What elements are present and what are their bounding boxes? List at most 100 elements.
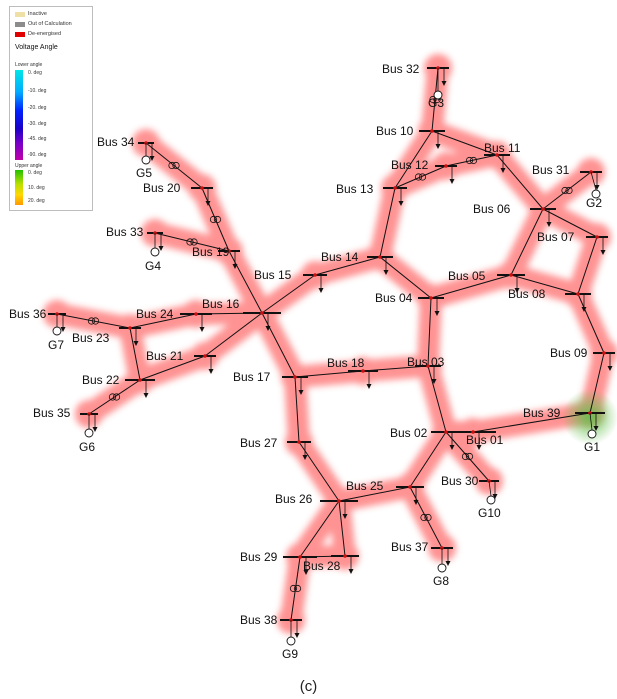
transformer-icon [108,393,121,401]
load-arrow-icon [133,341,139,346]
bus-label: Bus 28 [303,559,341,573]
transformer-branch [445,154,498,167]
line-branch [510,208,544,276]
transformer-winding [429,95,437,104]
generators [52,68,601,646]
bus-node [200,186,204,190]
bus-node [595,235,599,239]
transformer-winding [289,584,298,593]
legend-status-de-energised: De-energised [15,31,61,37]
line-branch [261,312,296,378]
transformer-branch [145,142,203,189]
generator-lead [488,480,492,497]
bus-label: Bus 05 [448,269,486,283]
bus-label: Bus 23 [72,331,110,345]
transmission-lines [56,67,605,621]
bus-label: Bus 02 [390,426,428,440]
bus-label: Bus 25 [346,479,384,493]
bus-label: Bus 16 [202,297,240,311]
bus-node [343,554,347,558]
line-branch [379,256,432,299]
bus-label: Bus 22 [82,373,120,387]
bus-label: Bus 12 [391,158,429,172]
legend-lower-tick: -10. deg [28,88,47,94]
bus-node [576,292,580,296]
load-arrow-icon [445,561,451,566]
bus-node [297,440,301,444]
load-arrow-icon [366,384,372,389]
bus-node [408,485,412,489]
line-branch [299,500,340,558]
generator-icon [84,428,94,438]
line-branch [542,208,598,238]
bus-label: Bus 24 [136,307,174,321]
bus-label: Bus 20 [143,181,181,195]
bus-node [313,273,317,277]
load-arrow-icon [298,390,304,395]
load-arrow-icon [500,168,506,173]
bus-label: Bus 13 [336,182,374,196]
bus-node [444,164,448,168]
bus-node [260,311,264,315]
transformer-branch [201,187,230,252]
figure-caption: (c) [299,678,318,695]
load-arrow-icon [199,327,205,332]
bus-label: Bus 27 [240,436,278,450]
generator-icon [150,247,160,257]
transformer-winding [168,161,176,170]
bus-label: Bus 29 [240,550,278,564]
bus-label: Bus 11 [484,141,521,155]
transformer-winding [424,513,432,522]
load-arrow-icon [449,445,455,450]
load-arrow-icon [205,201,211,206]
bus-label: Bus 06 [473,202,511,216]
bus-label: Bus 36 [9,307,47,321]
load-arrow-icon [294,633,300,638]
bus-label: Bus 26 [275,492,313,506]
line-branch [228,250,263,314]
line-branch [394,130,433,189]
transformer-winding [461,452,470,461]
transformer-winding [414,173,423,181]
generator-lead [589,412,593,431]
bus-node [227,249,231,253]
line-branch [204,312,263,357]
legend-lower-tick: -45. deg [28,136,47,142]
load-arrow-icon [383,270,389,275]
bus-label: Bus 17 [233,370,271,384]
bus-label: Bus 34 [97,135,135,149]
line-branch [139,355,206,381]
bus-node [444,430,448,434]
legend-lower-gradient [15,70,23,160]
bus-node [429,296,433,300]
transformer-icon [465,156,478,165]
load-arrow-icon [476,445,482,450]
line-branch [589,352,605,414]
transformer-icon [209,215,222,224]
bus-node [495,153,499,157]
load-arrow-icon [208,369,214,374]
transformer-icon [186,238,198,246]
load-arrow-icon [441,81,447,86]
generator-icon [141,155,151,165]
bus-labels: Bus 01 Bus 02 Bus 03 Bus 04 Bus 05 Bus 06 Bus … [9,62,602,661]
legend-upper-tick: 20. deg [28,198,45,204]
line-branch [472,412,591,433]
load-arrow-icon [492,494,498,499]
legend-lower-tick: -30. deg [28,121,47,127]
bus-bars [48,66,615,638]
bus-label: Bus 32 [382,62,420,76]
legend-lower-tick: -90. deg [28,152,47,158]
bus-label: Bus 18 [327,356,365,370]
load-arrow-icon [318,288,324,293]
load-arrow-icon [514,288,520,293]
bus-node [602,351,606,355]
load-arrow-icon [607,366,613,371]
load-arrow-icon [546,222,552,227]
transformer-winding [91,317,100,325]
bus-label: Bus 08 [508,287,546,301]
bus-node [509,273,513,277]
line-branch [298,441,340,502]
generator-label: G4 [145,259,161,273]
legend-lower-tick: 0. deg [28,70,42,76]
